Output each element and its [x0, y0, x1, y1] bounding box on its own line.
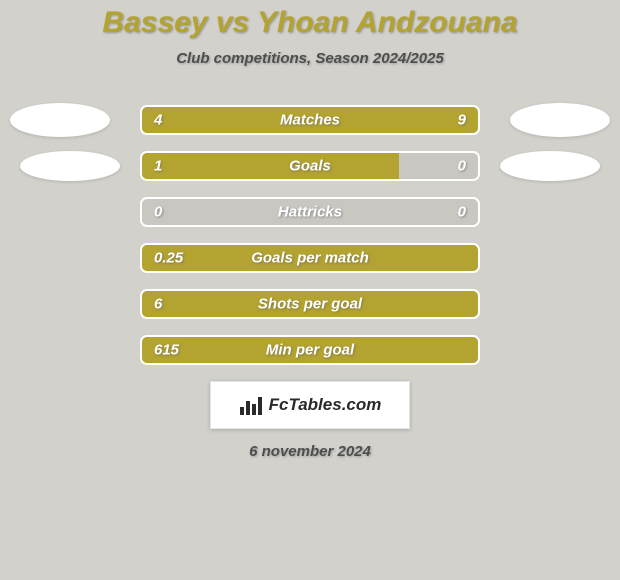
stat-bar: Shots per goal 6 — [140, 289, 480, 319]
stat-label: Min per goal — [266, 342, 354, 359]
stat-value-right: 9 — [458, 112, 466, 129]
stat-bar: Goals 1 0 — [140, 151, 480, 181]
stat-label: Shots per goal — [258, 296, 362, 313]
stat-label: Goals per match — [251, 250, 369, 267]
stat-bar: Matches 4 9 — [140, 105, 480, 135]
stat-value-left: 6 — [154, 296, 162, 313]
stat-label: Matches — [280, 112, 340, 129]
chart-icon — [239, 395, 263, 415]
player-avatar-left — [20, 151, 120, 181]
stat-row: Shots per goal 6 — [0, 281, 620, 327]
stat-value-right: 0 — [458, 204, 466, 221]
stat-value-right: 0 — [458, 158, 466, 175]
brand-text: FcTables.com — [269, 395, 382, 415]
stat-bar: Goals per match 0.25 — [140, 243, 480, 273]
stat-row: Goals per match 0.25 — [0, 235, 620, 281]
stat-value-left: 1 — [154, 158, 162, 175]
brand-badge[interactable]: FcTables.com — [210, 381, 410, 429]
page-title: Bassey vs Yhoan Andzouana — [0, 6, 620, 40]
player-avatar-right — [500, 151, 600, 181]
content-wrapper: Bassey vs Yhoan Andzouana Club competiti… — [0, 0, 620, 460]
stat-bar: Hattricks 0 0 — [140, 197, 480, 227]
stat-row: Min per goal 615 — [0, 327, 620, 373]
stats-container: Matches 4 9 Goals 1 0 Hattricks 0 0 Goals per mat… — [0, 97, 620, 373]
stat-value-left: 0 — [154, 204, 162, 221]
stat-bar: Min per goal 615 — [140, 335, 480, 365]
footer-date: 6 november 2024 — [0, 443, 620, 460]
page-subtitle: Club competitions, Season 2024/2025 — [0, 50, 620, 67]
player-avatar-right — [510, 103, 610, 137]
stat-label: Hattricks — [278, 204, 342, 221]
stat-row: Hattricks 0 0 — [0, 189, 620, 235]
stat-value-left: 0.25 — [154, 250, 183, 267]
stat-value-left: 615 — [154, 342, 179, 359]
stat-bar-fill-left — [142, 153, 399, 179]
stat-row: Matches 4 9 — [0, 97, 620, 143]
stat-value-left: 4 — [154, 112, 162, 129]
stat-row: Goals 1 0 — [0, 143, 620, 189]
player-avatar-left — [10, 103, 110, 137]
stat-label: Goals — [289, 158, 331, 175]
